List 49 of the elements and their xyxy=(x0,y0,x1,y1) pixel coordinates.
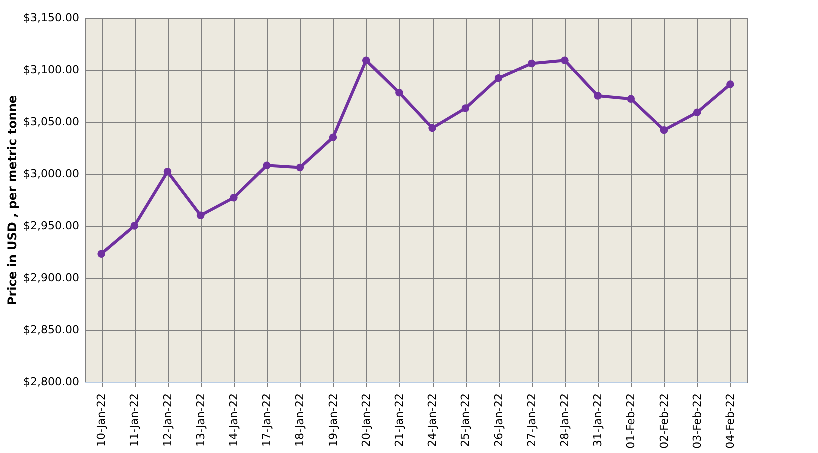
point xyxy=(329,134,338,142)
y-axis-title: Price in USD , per metric tonne xyxy=(6,95,20,306)
point xyxy=(230,194,238,202)
point xyxy=(561,56,569,65)
y-tick-label: $2,900.00 xyxy=(24,272,80,284)
y-tick-label: $2,950.00 xyxy=(24,220,80,232)
x-tick-label: 03-Feb-22 xyxy=(690,394,704,449)
x-tick-label: 18-Jan-22 xyxy=(294,394,307,448)
y-tick-label: $2,800.00 xyxy=(24,376,80,388)
x-tick-label: 12-Jan-22 xyxy=(161,394,174,448)
x-tick-label: 20-Jan-22 xyxy=(360,394,373,448)
point xyxy=(693,108,702,117)
x-tick-label: 21-Jan-22 xyxy=(392,394,406,448)
x-tick-label: 02-Feb-22 xyxy=(658,394,671,449)
point xyxy=(594,92,602,100)
x-tick-label: 04-Feb-22 xyxy=(724,394,737,449)
x-tick-label: 26-Jan-22 xyxy=(492,394,506,448)
point xyxy=(164,168,172,176)
y-tick-label: $3,000.00 xyxy=(24,168,80,180)
x-tick-label: 25-Jan-22 xyxy=(459,394,472,448)
point xyxy=(660,126,668,134)
x-tick-label: 24-Jan-22 xyxy=(426,394,440,448)
x-tick-label: 27-Jan-22 xyxy=(525,394,538,448)
point xyxy=(98,250,106,258)
y-tick-label: $3,100.00 xyxy=(24,64,80,76)
point xyxy=(528,60,536,68)
point xyxy=(726,80,734,88)
point xyxy=(263,162,271,170)
point xyxy=(428,124,436,132)
x-tick-label: 19-Jan-22 xyxy=(326,394,340,448)
point xyxy=(362,56,370,65)
point xyxy=(296,164,304,172)
point xyxy=(494,74,503,82)
x-tick-label: 28-Jan-22 xyxy=(558,394,572,448)
y-tick-label: $3,050.00 xyxy=(24,116,80,128)
y-tick-label: $2,850.00 xyxy=(24,324,80,336)
point xyxy=(396,89,404,97)
point xyxy=(130,222,139,230)
x-tick-label: 14-Jan-22 xyxy=(227,394,240,448)
x-tick-label: 17-Jan-22 xyxy=(260,394,274,448)
point xyxy=(196,212,205,220)
x-tick-label: 13-Jan-22 xyxy=(194,394,208,448)
x-tick-label: 01-Feb-22 xyxy=(624,394,638,449)
point xyxy=(462,104,470,112)
x-tick-label: 31-Jan-22 xyxy=(592,394,605,448)
x-tick-label: 10-Jan-22 xyxy=(95,394,108,448)
point xyxy=(627,95,636,103)
y-tick-label: $3,150.00 xyxy=(24,12,80,24)
x-tick-label: 11-Jan-22 xyxy=(128,394,142,448)
